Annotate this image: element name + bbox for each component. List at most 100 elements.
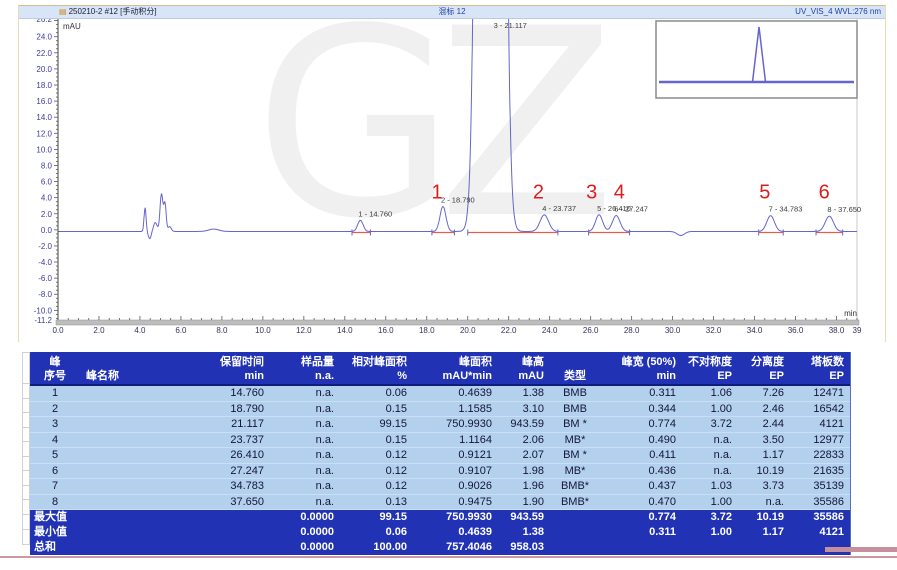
table-cell: 0.9107 xyxy=(458,464,492,477)
summary-cell: 943.59 xyxy=(510,511,544,523)
table-cell: 0.9475 xyxy=(458,495,492,508)
summary-cell xyxy=(194,510,270,525)
table-cell: 7.26 xyxy=(762,387,784,399)
chromatogram-canvas[interactable]: GZ mAU 1 - 14.760 2 - 18.790 3 - 21.117 4 - 2… xyxy=(19,19,885,341)
table-cell: n.a. xyxy=(315,464,334,477)
table-cell: 6 xyxy=(51,464,59,477)
x-tick-label: 36.0 xyxy=(788,326,804,335)
peak-label: 8 - 37.650 xyxy=(827,205,861,214)
table-cell: BMB xyxy=(563,402,587,415)
overview-inset[interactable] xyxy=(655,20,858,99)
peak-label: 2 - 18.790 xyxy=(441,196,475,205)
table-cell: BM * xyxy=(563,418,587,430)
y-tick-label: 10.0 xyxy=(36,145,52,154)
column-header[interactable]: 类型 xyxy=(564,370,586,382)
gutter-cell xyxy=(22,515,30,530)
table-cell: 1.00 xyxy=(710,402,732,415)
x-tick-label: 39 xyxy=(853,326,862,335)
table-cell: 2.44 xyxy=(762,418,784,430)
component-number-annotation: 5 xyxy=(759,181,770,203)
table-cell: 1.1164 xyxy=(459,433,492,446)
x-axis-bar xyxy=(55,319,860,326)
x-tick-label: 38.0 xyxy=(829,326,845,335)
table-cell xyxy=(82,402,194,417)
summary-cell: 4121 xyxy=(819,526,844,538)
peak-label: 6 - 27.247 xyxy=(614,205,648,214)
component-number-annotation: 1 xyxy=(431,181,442,203)
table-cell: 3 xyxy=(51,418,59,430)
y-tick-label: 20.0 xyxy=(36,65,52,74)
table-row[interactable]: 4 23.737 n.a. 0.15 1.1164 2.06 MB* 0.490 n.a. 3.5… xyxy=(30,432,850,448)
column-header[interactable]: 不对称度 EP xyxy=(688,356,732,382)
horizontal-scrollbar-thumb[interactable] xyxy=(825,547,897,552)
component-number-annotation: 6 xyxy=(819,181,830,203)
table-row[interactable]: 7 34.783 n.a. 0.12 0.9026 1.96 BMB* 0.437 1.03 3.… xyxy=(30,479,850,495)
channel-label: UV_VIS_4 WVL:276 nm xyxy=(795,7,881,16)
summary-cell: 958.03 xyxy=(510,541,544,553)
column-header[interactable]: 峰序号 xyxy=(44,356,66,382)
bottom-divider xyxy=(0,556,897,558)
table-cell: 3.50 xyxy=(762,433,784,446)
table-cell: 1.00 xyxy=(710,495,732,508)
table-row[interactable]: 3 21.117 n.a. 99.15 750.9930 943.59 BM * 0.774 3… xyxy=(30,417,850,433)
table-cell: 21.117 xyxy=(231,418,264,430)
summary-cell: 99.15 xyxy=(379,511,407,523)
table-row[interactable]: 1 14.760 n.a. 0.06 0.4639 1.38 BMB 0.311 1.06 7.2… xyxy=(30,386,850,402)
summary-cell xyxy=(82,540,194,555)
y-tick-label: -10.0 xyxy=(34,306,53,315)
peak-label: 5 - 26.410 xyxy=(597,204,631,213)
gutter-cell xyxy=(22,427,30,442)
table-cell xyxy=(82,495,194,510)
table-cell: 0.12 xyxy=(385,449,407,461)
summary-cell: 1.38 xyxy=(522,526,544,538)
column-header[interactable]: 保留时间 min xyxy=(220,356,264,382)
summary-cell: 10.19 xyxy=(756,511,784,523)
summary-cell: 0.0000 xyxy=(300,526,334,538)
summary-cell: 1.00 xyxy=(710,526,732,538)
table-cell: n.a. xyxy=(315,387,334,399)
column-header[interactable]: 分离度 EP xyxy=(751,356,784,382)
table-row[interactable]: 5 26.410 n.a. 0.12 0.9121 2.07 BM * 0.411 n.a. 1.… xyxy=(30,448,850,464)
table-cell: 0.411 xyxy=(649,449,676,461)
y-tick-label: 2.0 xyxy=(41,210,53,219)
table-cell: 750.9930 xyxy=(446,418,492,430)
column-header[interactable]: 峰面积 mAU*min xyxy=(442,356,492,382)
table-cell: 0.4639 xyxy=(458,387,492,399)
x-tick-label: 6.0 xyxy=(175,326,187,335)
x-tick-label: 34.0 xyxy=(747,326,763,335)
peak-results-table: 峰序号峰名称 保留时间 min 样品量 n.a. 相对峰面积% 峰面积 mAU*min 峰高 mA… xyxy=(30,352,851,555)
x-tick-label: 16.0 xyxy=(378,326,394,335)
table-row[interactable]: 2 18.790 n.a. 0.15 1.1585 3.10 BMB 0.344 1.00 2.4… xyxy=(30,401,850,417)
table-cell: 4 xyxy=(51,433,59,446)
column-header[interactable]: 峰宽 (50%) min xyxy=(621,356,676,382)
component-number-annotation: 3 xyxy=(586,181,597,203)
watermark: GZ xyxy=(254,19,604,276)
table-cell: 0.311 xyxy=(649,387,676,399)
summary-cell: 0.06 xyxy=(385,526,407,538)
summary-cell: 757.4046 xyxy=(446,541,492,553)
table-cell: 3.72 xyxy=(710,418,732,430)
table-cell: 0.06 xyxy=(385,387,407,399)
column-header[interactable]: 相对峰面积% xyxy=(352,356,407,382)
y-tick-label: 8.0 xyxy=(41,161,53,170)
table-cell: 5 xyxy=(51,449,59,461)
x-tick-label: 22.0 xyxy=(501,326,517,335)
column-header[interactable]: 样品量 n.a. xyxy=(301,356,334,382)
summary-cell: 1.17 xyxy=(762,526,784,538)
table-row[interactable]: 8 37.650 n.a. 0.13 0.9475 1.90 BMB* 0.470 1.00 n.… xyxy=(30,494,850,510)
table-cell: 99.15 xyxy=(379,418,407,430)
table-cell: BMB xyxy=(563,387,587,399)
column-header[interactable]: 峰高 mAU xyxy=(518,356,544,382)
column-header[interactable]: 峰名称 xyxy=(86,370,119,382)
table-cell: n.a. xyxy=(315,418,334,430)
row-gutter xyxy=(22,352,30,545)
column-header[interactable]: 塔板数 EP xyxy=(811,356,844,382)
table-row[interactable]: 6 27.247 n.a. 0.12 0.9107 1.98 MB* 0.436 n.a. 10.… xyxy=(30,463,850,479)
summary-cell: 0.774 xyxy=(648,511,676,523)
table-cell: 1.03 xyxy=(710,480,732,492)
table-cell: 0.470 xyxy=(648,495,676,508)
summary-cell: 750.9930 xyxy=(446,511,492,523)
gutter-cell xyxy=(22,442,30,457)
y-tick-label: -8.0 xyxy=(38,290,52,299)
summary-cell xyxy=(82,525,194,540)
